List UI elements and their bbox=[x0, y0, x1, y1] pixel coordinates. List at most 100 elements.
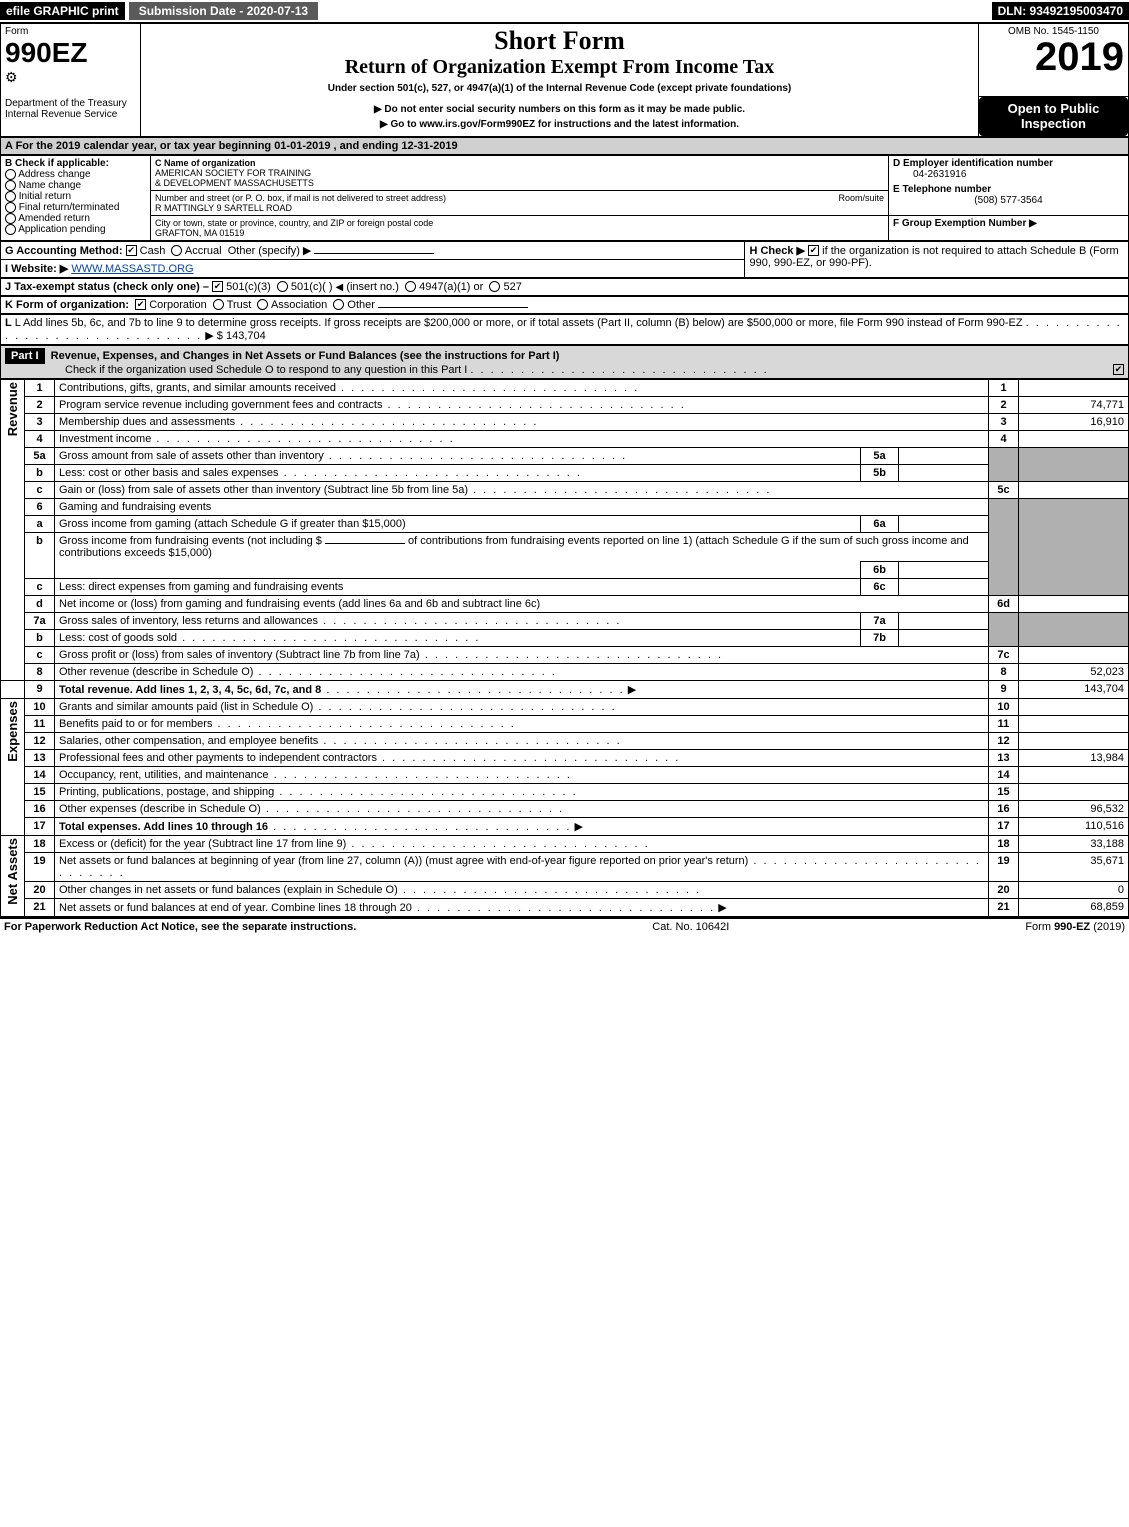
other-org-input[interactable] bbox=[378, 307, 528, 308]
line-6d-ref: 6d bbox=[989, 595, 1019, 612]
accrual-radio[interactable] bbox=[171, 245, 182, 256]
ein-value: 04-2631916 bbox=[913, 169, 1124, 180]
line-7c-num: c bbox=[25, 646, 55, 663]
line-15-amt bbox=[1019, 783, 1129, 800]
open-to-public: Open to Public Inspection bbox=[979, 97, 1128, 136]
box-e-title: E Telephone number bbox=[893, 184, 1124, 195]
line-2-num: 2 bbox=[25, 396, 55, 413]
box-d-title: D Employer identification number bbox=[893, 158, 1124, 169]
line-6c-val bbox=[899, 578, 989, 595]
line-10-amt bbox=[1019, 698, 1129, 715]
name-change-radio[interactable] bbox=[5, 180, 16, 191]
other-specify-input[interactable] bbox=[314, 253, 434, 254]
top-bar: efile GRAPHIC print Submission Date - 20… bbox=[0, 0, 1129, 22]
line-12-desc: Salaries, other compensation, and employ… bbox=[59, 735, 318, 747]
line-16-amt: 96,532 bbox=[1019, 800, 1129, 817]
submission-date: Submission Date - 2020-07-13 bbox=[129, 2, 318, 20]
insert-arrow-icon bbox=[336, 281, 344, 293]
efile-print-label[interactable]: efile GRAPHIC print bbox=[0, 2, 125, 20]
box-b: B Check if applicable: Address change Na… bbox=[1, 155, 151, 240]
final-return-radio[interactable] bbox=[5, 202, 16, 213]
goto-link[interactable]: ▶ Go to www.irs.gov/Form990EZ for instru… bbox=[145, 119, 974, 130]
line-11-num: 11 bbox=[25, 715, 55, 732]
trust-radio[interactable] bbox=[213, 299, 224, 310]
line-5c-num: c bbox=[25, 481, 55, 498]
line-18-num: 18 bbox=[25, 835, 55, 852]
schedule-o-checkbox[interactable]: ✔ bbox=[1113, 364, 1124, 375]
line-9-desc: Total revenue. Add lines 1, 2, 3, 4, 5c,… bbox=[59, 684, 321, 696]
501c-label: 501(c)( ) bbox=[291, 281, 333, 293]
line-13-ref: 13 bbox=[989, 749, 1019, 766]
line-6b-val bbox=[899, 561, 989, 578]
line-6c-num: c bbox=[25, 578, 55, 595]
line-7c-desc: Gross profit or (loss) from sales of inv… bbox=[59, 649, 420, 661]
527-label: 527 bbox=[503, 281, 521, 293]
title-cell: Short Form Return of Organization Exempt… bbox=[141, 23, 979, 96]
omb-year-cell: OMB No. 1545-1150 2019 bbox=[979, 23, 1129, 96]
box-f: F Group Exemption Number ▶ bbox=[889, 215, 1129, 240]
instructions-cell: ▶ Do not enter social security numbers o… bbox=[141, 96, 979, 136]
line-5b-val bbox=[899, 464, 989, 481]
line-16-ref: 16 bbox=[989, 800, 1019, 817]
assoc-radio[interactable] bbox=[257, 299, 268, 310]
schedule-b-checkbox[interactable]: ✔ bbox=[808, 245, 819, 256]
line-18-desc: Excess or (deficit) for the year (Subtra… bbox=[59, 838, 346, 850]
page-footer: For Paperwork Reduction Act Notice, see … bbox=[0, 917, 1129, 935]
amended-return-label: Amended return bbox=[18, 213, 90, 224]
line-12-amt bbox=[1019, 732, 1129, 749]
line-6b-desc1: Gross income from fundraising events (no… bbox=[59, 535, 322, 547]
form-number: 990EZ bbox=[5, 37, 136, 69]
line-20-desc: Other changes in net assets or fund bala… bbox=[59, 884, 398, 896]
line-11-desc: Benefits paid to or for members bbox=[59, 718, 212, 730]
4947-radio[interactable] bbox=[405, 281, 416, 292]
line-6a-val bbox=[899, 515, 989, 532]
line-8-amt: 52,023 bbox=[1019, 663, 1129, 680]
line-6a-desc: Gross income from gaming (attach Schedul… bbox=[55, 515, 861, 532]
short-form-title: Short Form bbox=[145, 26, 974, 56]
line-6a-sub: 6a bbox=[861, 515, 899, 532]
line-5b-sub: 5b bbox=[861, 464, 899, 481]
cash-checkbox[interactable]: ✔ bbox=[126, 245, 137, 256]
other-org-label: Other bbox=[347, 299, 375, 311]
line-3-desc: Membership dues and assessments bbox=[59, 416, 235, 428]
line-7b-sub: 7b bbox=[861, 629, 899, 646]
gross-receipts-amount: $ 143,704 bbox=[217, 330, 266, 342]
website-link[interactable]: WWW.MASSASTD.ORG bbox=[71, 263, 193, 275]
line-14-ref: 14 bbox=[989, 766, 1019, 783]
line-6d-num: d bbox=[25, 595, 55, 612]
line-17-ref: 17 bbox=[989, 817, 1019, 835]
initial-return-label: Initial return bbox=[19, 191, 71, 202]
address-change-radio[interactable] bbox=[5, 169, 16, 180]
527-radio[interactable] bbox=[489, 281, 500, 292]
cash-label: Cash bbox=[140, 245, 166, 257]
line-6b-blank[interactable] bbox=[325, 543, 405, 544]
expenses-section-label: Expenses bbox=[5, 701, 20, 762]
box-i-label: I Website: ▶ bbox=[5, 263, 68, 275]
line-19-desc: Net assets or fund balances at beginning… bbox=[59, 855, 748, 867]
line-10-ref: 10 bbox=[989, 698, 1019, 715]
501c-radio[interactable] bbox=[277, 281, 288, 292]
line-19-amt: 35,671 bbox=[1019, 852, 1129, 881]
app-pending-radio[interactable] bbox=[5, 224, 16, 235]
trust-label: Trust bbox=[227, 299, 252, 311]
app-pending-label: Application pending bbox=[18, 225, 105, 236]
line-5c-amt bbox=[1019, 481, 1129, 498]
org-name-1: AMERICAN SOCIETY FOR TRAINING bbox=[155, 168, 884, 178]
amended-return-radio[interactable] bbox=[5, 213, 16, 224]
line-17-num: 17 bbox=[25, 817, 55, 835]
box-k-label: K Form of organization: bbox=[5, 299, 129, 311]
line-17-desc: Total expenses. Add lines 10 through 16 bbox=[59, 821, 268, 833]
box-l-text: L Add lines 5b, 6c, and 7b to line 9 to … bbox=[15, 317, 1023, 329]
line-6-num: 6 bbox=[25, 498, 55, 515]
line-6b-sub: 6b bbox=[861, 561, 899, 578]
line-12-num: 12 bbox=[25, 732, 55, 749]
initial-return-radio[interactable] bbox=[5, 191, 16, 202]
line-13-desc: Professional fees and other payments to … bbox=[59, 752, 377, 764]
line-16-num: 16 bbox=[25, 800, 55, 817]
other-org-radio[interactable] bbox=[333, 299, 344, 310]
corp-checkbox[interactable]: ✔ bbox=[135, 299, 146, 310]
line-8-num: 8 bbox=[25, 663, 55, 680]
501c3-checkbox[interactable]: ✔ bbox=[212, 281, 223, 292]
line-7c-ref: 7c bbox=[989, 646, 1019, 663]
line-7a-val bbox=[899, 612, 989, 629]
